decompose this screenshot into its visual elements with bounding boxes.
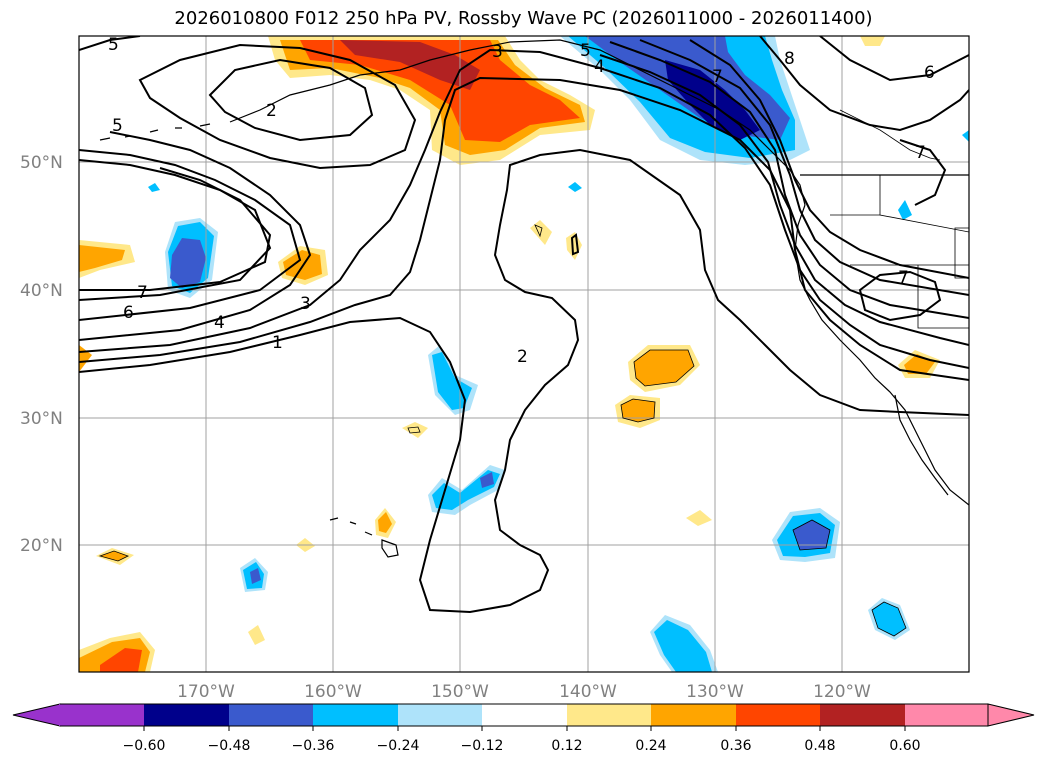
pv-label-7b: 7 (712, 67, 723, 87)
pv-label-5b: 5 (108, 35, 119, 55)
anomaly-outline-contours (98, 224, 907, 637)
colorbar-tick-label: −0.36 (292, 738, 335, 754)
pv-label-2b: 2 (517, 347, 528, 367)
pv-contour-6 (79, 39, 969, 301)
colorbar: −0.60 −0.48 −0.36 −0.24 −0.12 0.12 0.24 … (12, 703, 1035, 754)
colorbar-tick-label: −0.24 (377, 738, 420, 754)
pv-contour-labels: 1 4 3 6 7 5 5 2 3 2 8 6 7 4 5 7 7 (108, 35, 935, 367)
pv-label-2a: 2 (266, 101, 277, 121)
colorbar-tick-label: −0.12 (461, 738, 504, 754)
colorbar-tick-label: 0.60 (889, 738, 920, 754)
graticule (79, 36, 969, 672)
pv-contour-2 (79, 76, 969, 381)
pv-label-4: 4 (214, 313, 225, 333)
lat-label-20n: 20°N (20, 536, 63, 556)
pv-contour-3 (79, 48, 969, 369)
colorbar-tick-label: −0.60 (123, 738, 166, 754)
longitude-axis: 170°W 160°W 150°W 140°W 130°W 120°W (177, 682, 871, 702)
pv-contour-upper-loop (138, 43, 417, 170)
lon-label-150w: 150°W (431, 682, 489, 702)
pv-label-4b: 4 (594, 57, 605, 77)
lon-label-170w: 170°W (177, 682, 235, 702)
pv-label-7c: 7 (915, 143, 926, 163)
pv-label-3b: 3 (492, 42, 503, 62)
colorbar-ticks (143, 726, 906, 731)
colorbar-tick-label: −0.48 (208, 738, 251, 754)
pv-label-5c: 5 (580, 41, 591, 61)
colorbar-tick-label: 0.12 (551, 738, 582, 754)
map-title: 2026010800 F012 250 hPa PV, Rossby Wave … (174, 8, 873, 29)
pv-contours (79, 36, 969, 614)
lat-label-30n: 30°N (20, 409, 63, 429)
lon-label-160w: 160°W (304, 682, 362, 702)
pv-contour-1 (79, 148, 969, 614)
pv-label-8: 8 (784, 49, 795, 69)
lat-label-40n: 40°N (20, 281, 63, 301)
pv-label-6: 6 (123, 303, 134, 323)
pv-contour-4 (79, 54, 969, 346)
colorbar-tick-label: 0.36 (720, 738, 751, 754)
pv-label-7d: 7 (898, 268, 909, 288)
colorbar-tick-label: 0.48 (804, 738, 835, 754)
lon-label-130w: 130°W (686, 682, 744, 702)
pv-label-6b: 6 (924, 63, 935, 83)
pv-contour-7 (79, 39, 969, 291)
positive-pv-anomaly-fills (79, 36, 940, 672)
colorbar-extend-min (12, 703, 61, 727)
pv-label-3: 3 (300, 294, 311, 314)
colorbar-tick-label: 0.24 (635, 738, 666, 754)
lon-label-120w: 120°W (813, 682, 871, 702)
map-border (78, 35, 970, 673)
colorbar-extend-max (987, 703, 1035, 727)
lat-label-50n: 50°N (20, 153, 63, 173)
pv-label-5a: 5 (112, 116, 123, 136)
pv-label-1: 1 (272, 333, 283, 353)
pv-label-7: 7 (137, 283, 148, 303)
pv-contour-5 (79, 41, 969, 321)
lon-label-140w: 140°W (559, 682, 617, 702)
latitude-axis: 50°N 40°N 30°N 20°N (20, 153, 63, 556)
